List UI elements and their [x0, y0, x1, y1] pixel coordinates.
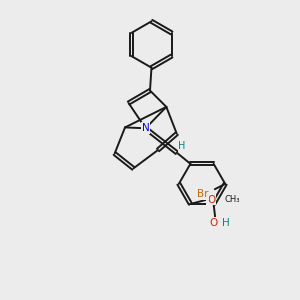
Text: O: O: [209, 218, 217, 228]
Text: CH₃: CH₃: [224, 195, 239, 204]
Text: H: H: [222, 218, 230, 228]
Text: Br: Br: [197, 189, 209, 199]
Text: O: O: [207, 194, 215, 205]
Text: H: H: [178, 141, 186, 151]
Text: N: N: [142, 123, 149, 133]
